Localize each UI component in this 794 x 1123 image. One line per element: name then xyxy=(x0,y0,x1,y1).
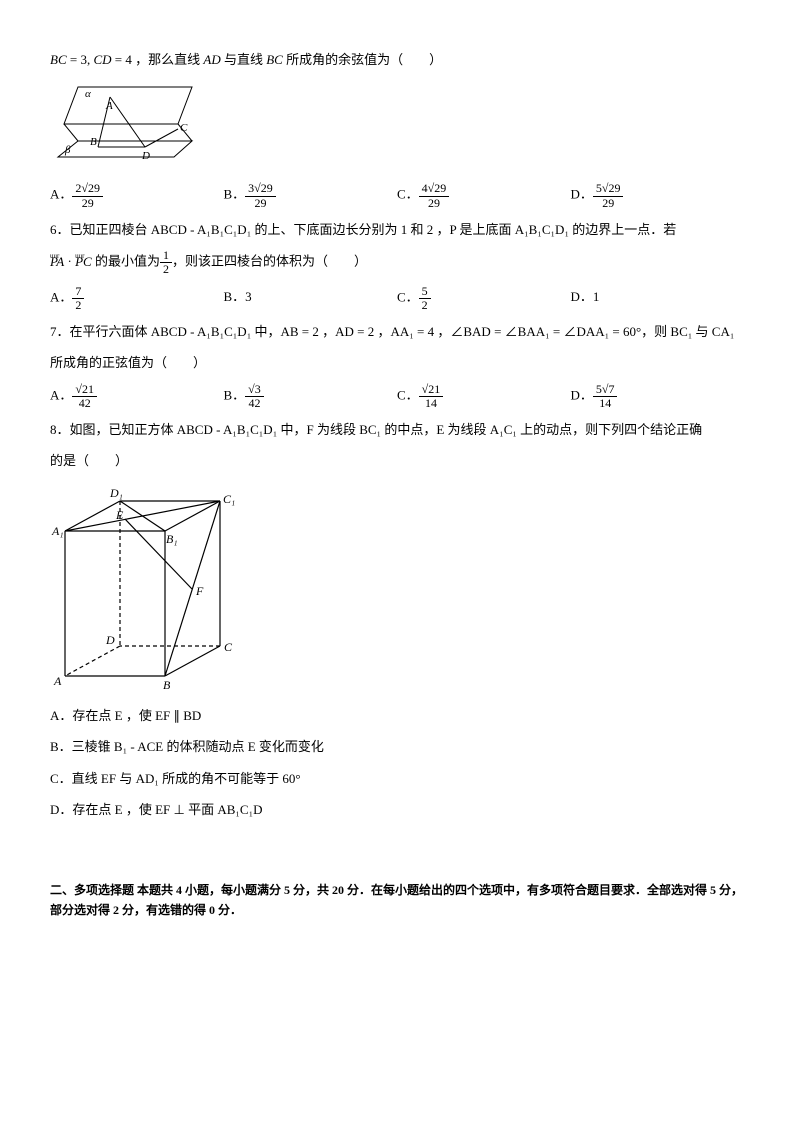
svg-text:β: β xyxy=(64,144,71,156)
svg-text:C: C xyxy=(180,122,188,134)
q6-optA[interactable]: A．72 xyxy=(50,285,224,312)
q8-text2: 的是（ ） xyxy=(50,449,744,472)
q5-optA[interactable]: A．2√2929 xyxy=(50,182,224,209)
q8-optC[interactable]: C．直线 EF 与 AD₁ 所成的角不可能等于 60° xyxy=(50,767,744,790)
svg-text:A₁: A₁ xyxy=(51,524,64,538)
q7-options: A．√2142 B．√342 C．√2114 D．5√714 xyxy=(50,383,744,410)
q6-options: A．72 B．3 C．52 D．1 xyxy=(50,285,744,312)
q6-optC[interactable]: C．52 xyxy=(397,285,571,312)
q5-optB[interactable]: B．3√2929 xyxy=(224,182,398,209)
q7-optA[interactable]: A．√2142 xyxy=(50,383,224,410)
svg-text:A: A xyxy=(105,100,113,112)
svg-text:C: C xyxy=(224,640,233,654)
q8-optA[interactable]: A．存在点 E ，使 EF ∥ BD xyxy=(50,704,744,727)
svg-text:E: E xyxy=(115,508,124,522)
svg-text:α: α xyxy=(85,88,91,100)
q6-optB[interactable]: B．3 xyxy=(224,285,398,312)
svg-text:C₁: C₁ xyxy=(223,492,235,506)
svg-text:D₁: D₁ xyxy=(109,486,123,500)
q6-optD[interactable]: D．1 xyxy=(571,285,745,312)
svg-text:D: D xyxy=(141,150,150,162)
q7-text1: 7．在平行六面体 ABCD - A₁B₁C₁D₁ 中，AB = 2 ，AD = … xyxy=(50,320,744,343)
svg-text:F: F xyxy=(195,584,204,598)
q7-optB[interactable]: B．√342 xyxy=(224,383,398,410)
q8-optD[interactable]: D．存在点 E ，使 EF ⊥ 平面 AB₁C₁D xyxy=(50,798,744,821)
svg-text:D: D xyxy=(105,633,115,647)
q5-figure: α β A B D C xyxy=(50,79,210,174)
svg-text:B: B xyxy=(163,678,171,692)
q5-options: A．2√2929 B．3√2929 C．4√2929 D．5√2929 xyxy=(50,182,744,209)
q8-text1: 8．如图，已知正方体 ABCD - A₁B₁C₁D₁ 中，F 为线段 BC₁ 的… xyxy=(50,418,744,441)
svg-text:B: B xyxy=(90,136,97,148)
section2-header: 二、多项选择题 本题共 4 小题，每小题满分 5 分，共 20 分．在每小题给出… xyxy=(50,881,744,919)
svg-text:B₁: B₁ xyxy=(166,532,178,546)
q8-optB[interactable]: B．三棱锥 B₁ - ACE 的体积随动点 E 变化而变化 xyxy=(50,735,744,758)
q7-text2: 所成角的正弦值为（ ） xyxy=(50,351,744,374)
q5-text: BC = 3, CD = 4 ，那么直线 AD 与直线 BC 所成角的余弦值为（… xyxy=(50,48,744,71)
q5-optC[interactable]: C．4√2929 xyxy=(397,182,571,209)
q6-text1: 6．已知正四棱台 ABCD - A₁B₁C₁D₁ 的上、下底面边长分别为 1 和… xyxy=(50,218,744,241)
q8-figure: A₁ B₁ C₁ D₁ A B C D E F xyxy=(50,481,250,696)
q7-optD[interactable]: D．5√714 xyxy=(571,383,745,410)
svg-text:A: A xyxy=(53,674,62,688)
q5-optD[interactable]: D．5√2929 xyxy=(571,182,745,209)
q7-optC[interactable]: C．√2114 xyxy=(397,383,571,410)
q6-text2: uurPA · uurPC PA · PC 的最小值为的最小值为12，则该正四棱… xyxy=(50,249,744,276)
